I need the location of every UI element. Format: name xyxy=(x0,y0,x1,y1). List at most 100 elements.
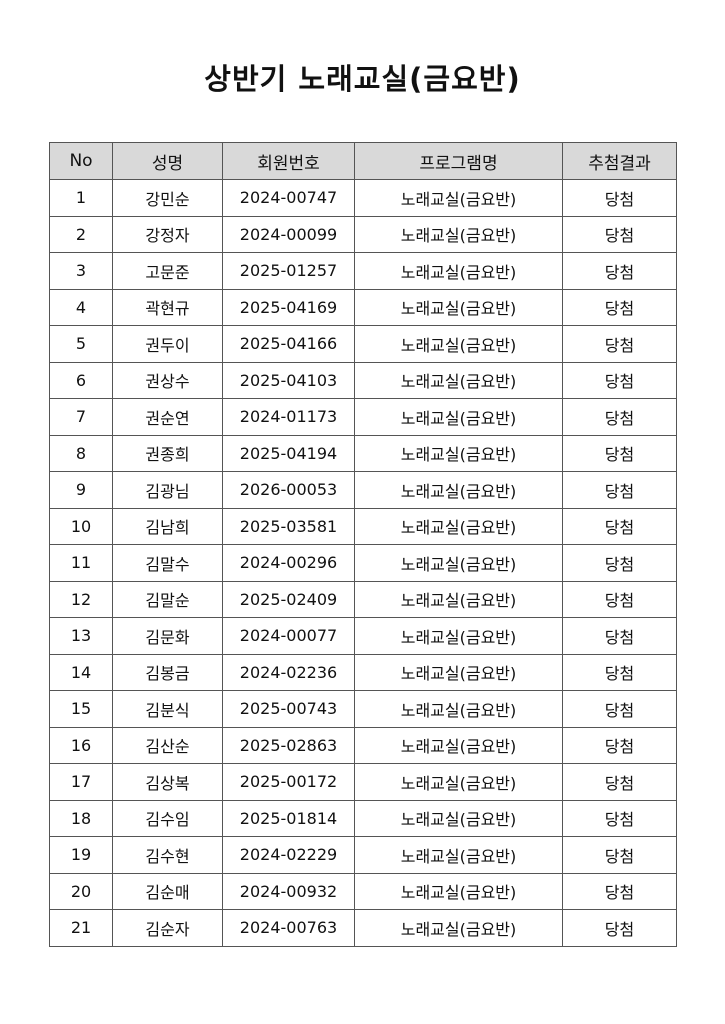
cell-member-id: 2024-02236 xyxy=(222,653,355,691)
cell-result: 당첨 xyxy=(562,398,677,436)
cell-result: 당첨 xyxy=(562,288,677,326)
cell-program: 노래교실(금요반) xyxy=(354,215,563,253)
cell-program: 노래교실(금요반) xyxy=(354,325,563,363)
cell-no: 13 xyxy=(49,617,113,655)
cell-name: 강정자 xyxy=(112,215,223,253)
table-row: 9 김광님 2026-00053 노래교실(금요반) 당첨 xyxy=(49,471,677,509)
cell-no: 5 xyxy=(49,325,113,363)
cell-name: 권상수 xyxy=(112,361,223,399)
cell-result: 당첨 xyxy=(562,471,677,509)
cell-no: 1 xyxy=(49,179,113,217)
cell-result: 당첨 xyxy=(562,215,677,253)
cell-no: 8 xyxy=(49,434,113,472)
cell-no: 7 xyxy=(49,398,113,436)
cell-no: 3 xyxy=(49,252,113,290)
cell-name: 김수현 xyxy=(112,836,223,874)
cell-result: 당첨 xyxy=(562,434,677,472)
cell-result: 당첨 xyxy=(562,361,677,399)
cell-result: 당첨 xyxy=(562,690,677,728)
cell-program: 노래교실(금요반) xyxy=(354,288,563,326)
cell-result: 당첨 xyxy=(562,617,677,655)
cell-program: 노래교실(금요반) xyxy=(354,726,563,764)
cell-member-id: 2024-02229 xyxy=(222,836,355,874)
cell-result: 당첨 xyxy=(562,799,677,837)
cell-member-id: 2024-00763 xyxy=(222,909,355,947)
cell-result: 당첨 xyxy=(562,909,677,947)
cell-program: 노래교실(금요반) xyxy=(354,799,563,837)
cell-member-id: 2024-00747 xyxy=(222,179,355,217)
cell-member-id: 2025-03581 xyxy=(222,507,355,545)
cell-no: 9 xyxy=(49,471,113,509)
table-row: 3 고문준 2025-01257 노래교실(금요반) 당첨 xyxy=(49,252,677,290)
cell-program: 노래교실(금요반) xyxy=(354,909,563,947)
cell-name: 고문준 xyxy=(112,252,223,290)
cell-no: 15 xyxy=(49,690,113,728)
cell-no: 2 xyxy=(49,215,113,253)
table-row: 17 김상복 2025-00172 노래교실(금요반) 당첨 xyxy=(49,763,677,801)
cell-no: 6 xyxy=(49,361,113,399)
table-header-row: No 성명 회원번호 프로그램명 추첨결과 xyxy=(49,142,677,180)
cell-result: 당첨 xyxy=(562,580,677,618)
table-row: 5 권두이 2025-04166 노래교실(금요반) 당첨 xyxy=(49,325,677,363)
table-row: 14 김봉금 2024-02236 노래교실(금요반) 당첨 xyxy=(49,653,677,691)
cell-member-id: 2025-01257 xyxy=(222,252,355,290)
cell-member-id: 2025-00172 xyxy=(222,763,355,801)
cell-no: 12 xyxy=(49,580,113,618)
cell-name: 김말순 xyxy=(112,580,223,618)
cell-name: 권두이 xyxy=(112,325,223,363)
cell-program: 노래교실(금요반) xyxy=(354,580,563,618)
cell-name: 김남희 xyxy=(112,507,223,545)
header-program: 프로그램명 xyxy=(354,142,563,180)
cell-program: 노래교실(금요반) xyxy=(354,690,563,728)
cell-name: 김말수 xyxy=(112,544,223,582)
header-name: 성명 xyxy=(112,142,223,180)
cell-member-id: 2025-04166 xyxy=(222,325,355,363)
cell-no: 16 xyxy=(49,726,113,764)
cell-result: 당첨 xyxy=(562,653,677,691)
cell-member-id: 2024-00077 xyxy=(222,617,355,655)
cell-no: 17 xyxy=(49,763,113,801)
cell-name: 김분식 xyxy=(112,690,223,728)
cell-program: 노래교실(금요반) xyxy=(354,179,563,217)
cell-program: 노래교실(금요반) xyxy=(354,398,563,436)
cell-program: 노래교실(금요반) xyxy=(354,872,563,910)
results-table: No 성명 회원번호 프로그램명 추첨결과 1 강민순 2024-00747 노래교실… xyxy=(49,142,677,947)
cell-member-id: 2024-00296 xyxy=(222,544,355,582)
table-row: 11 김말수 2024-00296 노래교실(금요반) 당첨 xyxy=(49,544,677,582)
cell-member-id: 2026-00053 xyxy=(222,471,355,509)
cell-result: 당첨 xyxy=(562,179,677,217)
cell-no: 11 xyxy=(49,544,113,582)
table-row: 12 김말순 2025-02409 노래교실(금요반) 당첨 xyxy=(49,580,677,618)
cell-result: 당첨 xyxy=(562,325,677,363)
cell-name: 김봉금 xyxy=(112,653,223,691)
table-row: 18 김수임 2025-01814 노래교실(금요반) 당첨 xyxy=(49,799,677,837)
cell-no: 18 xyxy=(49,799,113,837)
cell-program: 노래교실(금요반) xyxy=(354,361,563,399)
table-row: 19 김수현 2024-02229 노래교실(금요반) 당첨 xyxy=(49,836,677,874)
cell-member-id: 2024-01173 xyxy=(222,398,355,436)
cell-program: 노래교실(금요반) xyxy=(354,544,563,582)
cell-result: 당첨 xyxy=(562,872,677,910)
table-row: 7 권순연 2024-01173 노래교실(금요반) 당첨 xyxy=(49,398,677,436)
table-row: 20 김순매 2024-00932 노래교실(금요반) 당첨 xyxy=(49,872,677,910)
cell-result: 당첨 xyxy=(562,726,677,764)
cell-result: 당첨 xyxy=(562,507,677,545)
cell-name: 김상복 xyxy=(112,763,223,801)
cell-program: 노래교실(금요반) xyxy=(354,252,563,290)
cell-member-id: 2025-02863 xyxy=(222,726,355,764)
cell-name: 김광님 xyxy=(112,471,223,509)
cell-no: 21 xyxy=(49,909,113,947)
cell-member-id: 2025-04169 xyxy=(222,288,355,326)
cell-no: 14 xyxy=(49,653,113,691)
cell-member-id: 2025-04194 xyxy=(222,434,355,472)
cell-result: 당첨 xyxy=(562,836,677,874)
table-row: 15 김분식 2025-00743 노래교실(금요반) 당첨 xyxy=(49,690,677,728)
cell-program: 노래교실(금요반) xyxy=(354,434,563,472)
cell-member-id: 2025-01814 xyxy=(222,799,355,837)
table-row: 6 권상수 2025-04103 노래교실(금요반) 당첨 xyxy=(49,361,677,399)
cell-result: 당첨 xyxy=(562,252,677,290)
table-row: 2 강정자 2024-00099 노래교실(금요반) 당첨 xyxy=(49,215,677,253)
cell-program: 노래교실(금요반) xyxy=(354,507,563,545)
table-row: 1 강민순 2024-00747 노래교실(금요반) 당첨 xyxy=(49,179,677,217)
cell-name: 김순자 xyxy=(112,909,223,947)
